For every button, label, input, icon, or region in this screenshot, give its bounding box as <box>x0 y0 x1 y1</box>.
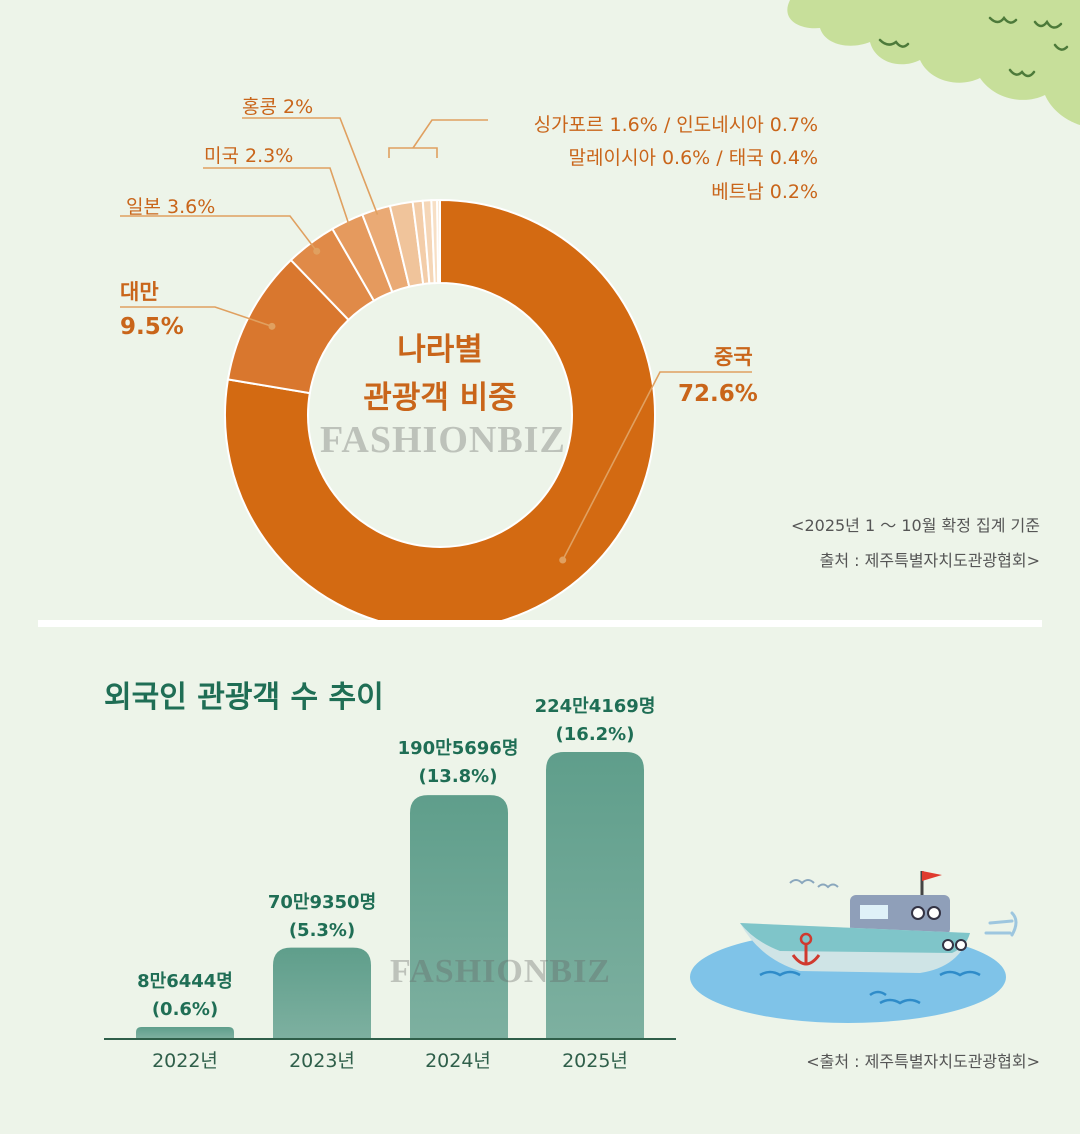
bar-2023년 <box>273 947 371 1038</box>
bar-2024년 <box>410 795 508 1038</box>
bar-value-2025: 224만4169명 <box>534 696 656 717</box>
donut-slice-9 <box>436 198 441 285</box>
bar-value-label-2025: 224만4169명 (16.2%) <box>515 693 675 749</box>
watermark-bottom: FASHIONBIZ <box>390 953 611 990</box>
bar-value-2024: 190만5696명 <box>397 738 519 759</box>
donut-center-title-line1: 나라별 <box>397 332 483 368</box>
x-tick-2025: 2025년 <box>562 1050 628 1072</box>
trend-section-title: 외국인 관광객 수 추이 <box>104 680 384 715</box>
label-small-countries-2: 말레이시아 0.6% / 태국 0.4% <box>568 147 818 169</box>
bar-pct-2025: (16.2%) <box>555 724 635 745</box>
x-tick-2022: 2022년 <box>152 1050 218 1072</box>
trend-source-note: <출처 : 제주특별자치도관광협회> <box>806 1052 1040 1071</box>
bar-pct-2022: (0.6%) <box>151 999 219 1020</box>
boat-illustration <box>690 871 1018 1023</box>
taiwan-leader-line <box>120 306 273 328</box>
label-china-pct: 72.6% <box>678 381 758 407</box>
bar-value-2022: 8만6444명 <box>137 971 233 992</box>
hongkong-leader-line <box>242 117 379 215</box>
label-china-name: 중국 <box>714 345 753 369</box>
label-usa: 미국 2.3% <box>204 145 294 167</box>
usa-leader-line <box>203 167 351 226</box>
label-small-countries-1: 싱가포르 1.6% / 인도네시아 0.7% <box>533 114 818 136</box>
bar-value-label-2022: 8만6444명 (0.6%) <box>105 968 265 1024</box>
label-hongkong: 홍콩 2% <box>242 96 314 118</box>
donut-center-title-line2: 관광객 비중 <box>363 380 517 416</box>
label-taiwan-name: 대만 <box>120 280 159 304</box>
donut-chart <box>120 117 752 620</box>
bar-2025년 <box>546 752 644 1038</box>
small-countries-leader-line <box>412 119 488 149</box>
label-taiwan-pct: 9.5% <box>120 314 184 340</box>
donut-slice-0 <box>224 198 656 620</box>
section-divider <box>38 620 1042 627</box>
japan-leader-line <box>120 215 318 252</box>
donut-note-basis: <2025년 1 ～ 10월 확정 집계 기준 <box>791 516 1040 535</box>
china-leader-line <box>562 371 752 561</box>
label-japan: 일본 3.6% <box>126 196 216 218</box>
bar-value-label-2024: 190만5696명 (13.8%) <box>378 735 538 791</box>
x-tick-2023: 2023년 <box>289 1050 355 1072</box>
bar-pct-2024: (13.8%) <box>418 766 498 787</box>
bar-pct-2023: (5.3%) <box>288 920 356 941</box>
bar-2022년 <box>136 1026 234 1038</box>
tree-foliage-decoration <box>787 0 1080 125</box>
bar-value-2023: 70만9350명 <box>267 892 377 913</box>
bar-value-label-2023: 70만9350명 (5.3%) <box>242 889 402 945</box>
watermark-top: FASHIONBIZ <box>320 419 566 461</box>
x-tick-2024: 2024년 <box>425 1050 491 1072</box>
donut-note-source: 출처 : 제주특별자치도관광협회> <box>819 551 1040 570</box>
label-small-countries-3: 베트남 0.2% <box>711 181 818 203</box>
